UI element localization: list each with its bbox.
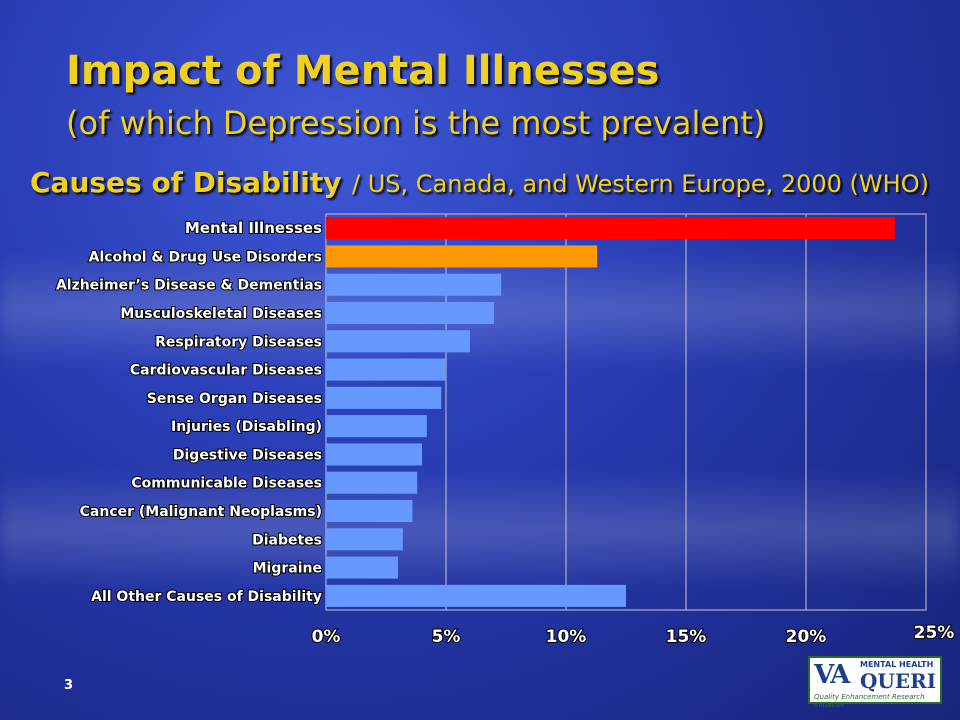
logo-main-text: QUERI [860,669,937,693]
category-label-4: Musculoskeletal Diseases [120,306,322,322]
bar-6 [326,358,446,381]
x-tick-label-2: 5% [432,627,461,647]
logo-top-text: MENTAL HEALTH [860,660,934,669]
category-label-14: All Other Causes of Disability [91,589,322,605]
x-tick-label-4: 15% [666,627,707,647]
slide-number: 3 [64,678,74,693]
bar-11 [326,499,413,523]
bar-2 [326,245,598,268]
logo-va-mark: VA [814,660,850,690]
category-label-7: Sense Organ Diseases [147,391,322,407]
category-label-3: Alzheimer’s Disease & Dementias [56,278,322,294]
category-label-8: Injuries (Disabling) [171,419,322,435]
x-tick-label-6: 25% [914,623,955,643]
category-label-5: Respiratory Diseases [155,334,322,350]
bar-5 [326,330,470,353]
queri-logo: VA MENTAL HEALTH QUERI Quality Enhanceme… [808,656,942,709]
bar-3 [326,273,502,296]
category-label-1: Mental Illnesses [185,219,322,237]
bar-7 [326,386,442,409]
bar-10 [326,471,418,494]
chart-heading-note: / US, Canada, and Western Europe, 2000 (… [352,170,929,198]
category-label-2: Alcohol & Drug Use Disorders [89,249,322,265]
category-label-6: Cardiovascular Diseases [130,363,322,379]
category-label-12: Diabetes [252,532,322,548]
bar-13 [326,556,398,579]
logo-sub-text: Quality Enhancement Research Initiative [814,693,925,709]
category-label-11: Cancer (Malignant Neoplasms) [80,504,322,520]
category-label-9: Digestive Diseases [173,447,322,463]
bar-4 [326,301,494,325]
bar-1 [326,217,895,240]
slide-subtitle: (of which Depression is the most prevale… [66,104,766,142]
category-label-13: Migraine [253,561,322,577]
category-label-10: Communicable Diseases [131,476,322,492]
x-tick-label-5: 20% [786,627,827,647]
plot-frame [325,213,927,611]
bar-8 [326,415,427,438]
slide-title: Impact of Mental Illnesses [66,48,660,94]
bar-12 [326,528,403,551]
x-tick-label-1: 0% [312,627,341,647]
chart-heading: Causes of Disability [30,166,342,199]
bar-14 [326,584,626,607]
x-tick-label-3: 10% [546,627,587,647]
bar-9 [326,443,422,466]
